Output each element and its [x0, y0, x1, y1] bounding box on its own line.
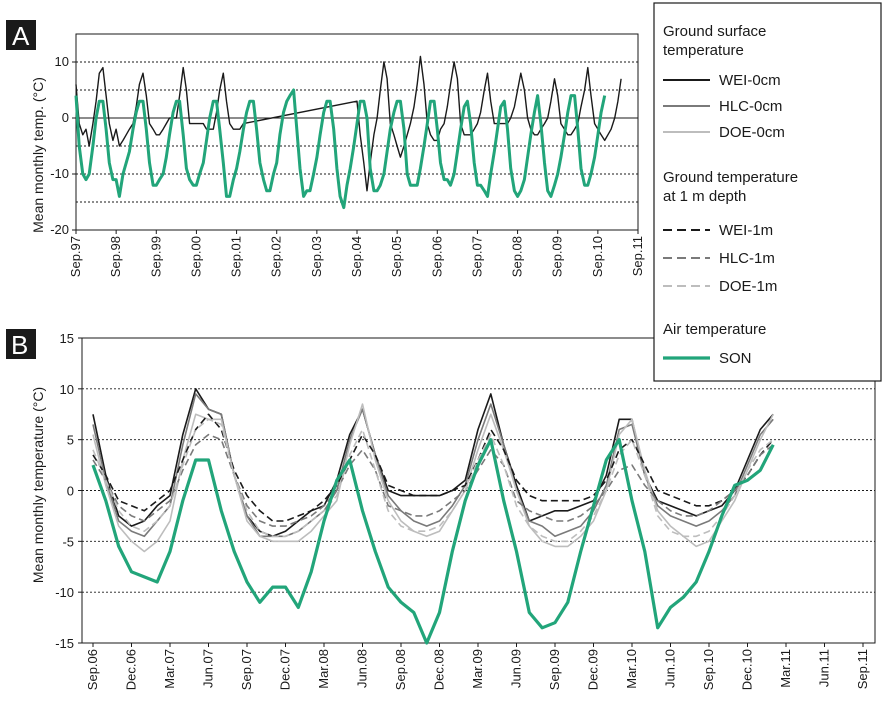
panel-b-xtick-label: Sep.09	[547, 649, 562, 690]
panel-b-xtick-label: Jun.10	[663, 649, 678, 688]
panel-a-ylabel: Mean monthly temp. (°C)	[30, 77, 46, 233]
panel-a-xtick-label: Sep.11	[630, 236, 645, 276]
panel-a: A Mean monthly temp. (°C) -20 -10 0 10 Sep.…	[6, 20, 645, 277]
panel-b-ytick-label: 0	[67, 484, 74, 499]
panel-a-xtick-label: Sep.99	[148, 236, 163, 277]
panel-b-ytick-label: -10	[55, 585, 74, 600]
panel-a-xtick-label: Sep.10	[590, 236, 605, 277]
panel-b-ytick-label: -15	[55, 636, 74, 651]
legend-label-doe-0cm: DOE-0cm	[719, 124, 785, 141]
panel-b-series-hlc-0cm	[92, 393, 774, 538]
panel-a-xtick-label: Sep.06	[429, 236, 444, 277]
panel-b-series-wei-1m	[92, 413, 774, 522]
panel-b-xtick-label: Dec.09	[586, 649, 601, 690]
legend-box	[653, 2, 882, 382]
panel-b-xtick-label: Mar.11	[778, 649, 793, 688]
panel-b-xtick-label: Sep.06	[85, 649, 100, 690]
panel-a-xtick-label: Sep.03	[309, 236, 324, 277]
legend-header-depth-2: at 1 m depth	[663, 188, 746, 205]
panel-a-xtick-label: Sep.09	[550, 236, 565, 277]
panel-b-series-doe-0cm	[92, 403, 774, 553]
panel-b: B Mean monthly temperature (°C) -15 -10 -5…	[6, 329, 876, 690]
legend-header-air: Air temperature	[663, 321, 766, 338]
panel-b-ytick-label: 5	[67, 433, 74, 448]
panel-b-xtick-label: Sep.07	[239, 649, 254, 690]
panel-a-xtick-label: Sep.07	[469, 236, 484, 277]
panel-b-xtick-label: Mar.07	[162, 649, 177, 689]
panel-b-xtick-label: Jun.09	[509, 649, 524, 688]
legend-header-surface-1: Ground surface	[663, 23, 766, 40]
panel-b-badge-bg	[6, 329, 36, 359]
panel-b-xtick-label: Dec.08	[432, 649, 447, 690]
panel-b-series-son	[91, 438, 775, 645]
panel-b-xtick-label: Jun.07	[201, 649, 216, 688]
panel-a-xtick-label: Sep.97	[68, 236, 83, 277]
panel-b-xtick-label: Mar.08	[316, 649, 331, 689]
legend-header-depth-1: Ground temperature	[663, 169, 798, 186]
legend-label-doe-1m: DOE-1m	[719, 278, 777, 295]
panel-b-series-doe-1m	[92, 418, 774, 543]
panel-b-xtick-label: Dec.07	[278, 649, 293, 690]
panel-b-xtick-label: Jun.08	[355, 649, 370, 688]
panel-a-badge: A	[12, 21, 30, 51]
panel-a-ytick-label: -10	[50, 166, 69, 181]
legend-header-surface-2: temperature	[663, 42, 744, 59]
panel-b-badge: B	[11, 330, 28, 360]
panel-a-xtick-label: Sep.05	[389, 236, 404, 277]
panel-a-xtick-label: Sep.98	[108, 236, 123, 277]
legend-label-hlc-0cm: HLC-0cm	[719, 98, 782, 115]
panel-b-xtick-label: Sep.11	[855, 649, 870, 689]
panel-b-xtick-label: Dec.10	[740, 649, 755, 690]
panel-a-xtick-label: Sep.02	[269, 236, 284, 277]
panel-b-xtick-label: Mar.09	[470, 649, 485, 689]
legend-label-wei-0cm: WEI-0cm	[719, 72, 781, 89]
panel-b-xtick-label: Sep.08	[393, 649, 408, 690]
legend-label-son: SON	[719, 350, 752, 367]
panel-b-series-hlc-1m	[92, 433, 774, 527]
panel-b-ytick-label: 15	[60, 331, 74, 346]
panel-b-xtick-label: Jun.11	[817, 649, 832, 687]
legend: Ground surface temperature Ground temper…	[653, 2, 882, 382]
panel-b-ytick-label: 10	[60, 382, 74, 397]
panel-a-xtick-label: Sep.00	[188, 236, 203, 277]
panel-b-xtick-label: Sep.10	[701, 649, 716, 690]
panel-a-xtick-label: Sep.08	[510, 236, 525, 277]
legend-label-hlc-1m: HLC-1m	[719, 250, 775, 267]
panel-a-ytick-label: 0	[62, 110, 69, 125]
panel-b-xtick-label: Dec.06	[124, 649, 139, 690]
panel-a-xtick-label: Sep.01	[229, 236, 244, 277]
panel-b-xtick-label: Mar.10	[624, 649, 639, 689]
panel-a-xtick-label: Sep.04	[349, 236, 364, 277]
panel-a-ytick-label: 10	[55, 54, 69, 69]
panel-b-ylabel: Mean monthly temperature (°C)	[30, 387, 46, 583]
panel-a-badge-bg	[6, 20, 36, 50]
panel-a-series-son	[74, 88, 607, 210]
panel-a-ytick-label: -20	[50, 222, 69, 237]
panel-b-ytick-label: -5	[62, 534, 74, 549]
legend-label-wei-1m: WEI-1m	[719, 222, 773, 239]
